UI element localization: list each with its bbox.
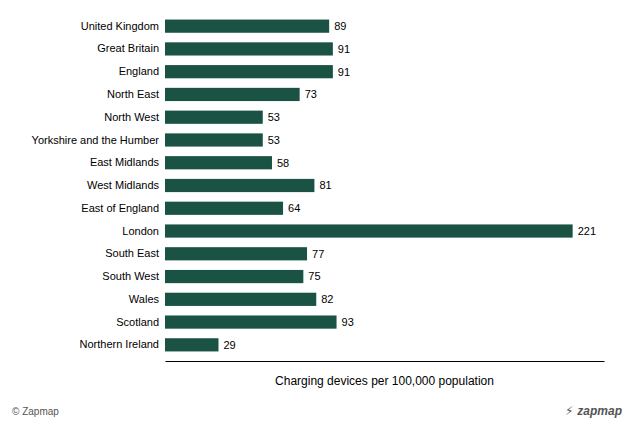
brand: ⚡zapmap [565,404,622,418]
y-tick-label: South West [102,270,159,282]
bar [165,224,573,237]
bar [165,202,283,215]
bar [165,270,303,283]
y-tick: Scotland [116,316,165,328]
y-tick: Great Britain [97,42,165,54]
y-tick: North West [104,111,165,123]
y-tick: East Midlands [90,156,165,168]
y-tick: Yorkshire and the Humber [32,133,165,145]
data-label: 82 [321,293,333,305]
data-label: 53 [268,134,280,146]
y-tick-label: Northern Ireland [80,338,160,350]
y-tick: North East [107,88,165,100]
brand-icon: ⚡ [565,404,573,418]
y-tick: England [119,65,165,77]
bar [165,42,333,55]
y-tick-label: Great Britain [97,42,159,54]
bar [165,247,307,260]
data-label: 91 [338,43,350,55]
y-tick: Wales [129,293,165,305]
bar [165,315,337,328]
y-tick-label: East of England [81,202,159,214]
y-tick: West Midlands [87,179,165,191]
y-tick-label: London [122,225,159,237]
data-label: 91 [338,66,350,78]
bar [165,20,329,33]
plot: 89 91 91 73 53 53 58 81 64 221 77 7582 93 29 United Ki… [32,20,605,362]
bars [165,20,573,352]
x-axis [166,361,605,362]
data-label: 89 [334,20,346,32]
bar [165,111,263,124]
data-label: 29 [223,339,235,351]
y-tick: South East [105,247,165,259]
y-tick-label: United Kingdom [81,20,159,32]
copyright: © Zapmap [12,406,59,417]
brand-text: zapmap [576,404,622,418]
y-tick: Northern Ireland [80,338,166,350]
chart: 89 91 91 73 53 53 58 81 64 221 77 7582 93 29 United Ki… [0,0,634,423]
x-axis-line [166,361,605,362]
data-label: 81 [319,179,331,191]
data-label: 93 [342,316,354,328]
data-label: 221 [578,225,596,237]
y-tick-label: East Midlands [90,156,160,168]
y-tick-label: England [119,65,159,77]
y-tick-label: North East [107,88,159,100]
bar [165,65,333,78]
y-tick: United Kingdom [81,20,165,32]
bar [165,133,263,146]
y-tick: East of England [81,202,165,214]
data-label: 64 [288,202,300,214]
bar [165,338,218,351]
y-tick-label: West Midlands [87,179,159,191]
data-label: 58 [277,157,289,169]
y-tick-label: North West [104,111,159,123]
y-tick-label: South East [105,247,159,259]
y-tick: South West [102,270,165,282]
data-label: 75 [308,270,320,282]
y-tick-label: Yorkshire and the Humber [32,133,160,145]
y-axis: United Kingdom Great Britain England North … [32,20,165,351]
bar [165,156,272,169]
y-tick: London [122,225,165,237]
bar [165,179,314,192]
data-label: 77 [312,248,324,260]
bar [165,293,316,306]
data-labels: 89 91 91 73 53 53 58 81 64 221 77 7582 93 29 [223,20,596,351]
data-label: 53 [268,111,280,123]
y-tick-label: Wales [129,293,160,305]
data-label: 73 [305,88,317,100]
bar [165,88,300,101]
x-axis-label: Charging devices per 100,000 population [275,374,494,388]
y-tick-label: Scotland [116,316,159,328]
